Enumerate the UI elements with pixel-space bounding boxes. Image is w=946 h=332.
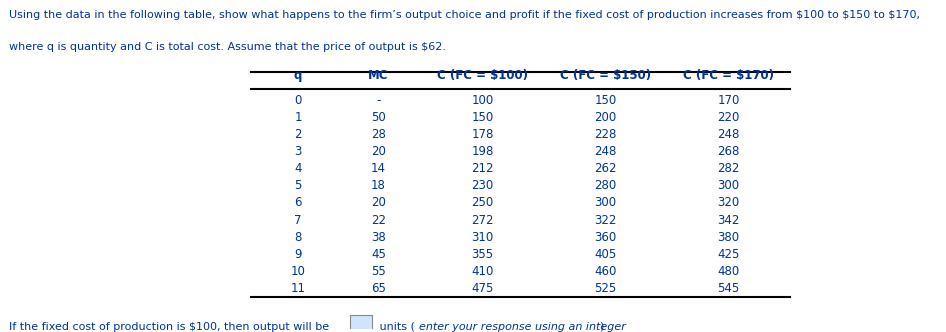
Text: 9: 9 bbox=[294, 248, 302, 261]
Text: 28: 28 bbox=[371, 128, 386, 141]
Text: ): ) bbox=[599, 321, 604, 332]
Text: 228: 228 bbox=[594, 128, 617, 141]
Text: 310: 310 bbox=[471, 231, 494, 244]
Text: 50: 50 bbox=[371, 111, 386, 124]
Text: 380: 380 bbox=[717, 231, 740, 244]
Text: 6: 6 bbox=[294, 197, 302, 209]
Text: 10: 10 bbox=[290, 265, 306, 278]
Text: -: - bbox=[377, 94, 380, 107]
Text: 342: 342 bbox=[717, 213, 740, 226]
Text: where q is quantity and C is total cost. Assume that the price of output is $62.: where q is quantity and C is total cost.… bbox=[9, 42, 447, 51]
Text: 220: 220 bbox=[717, 111, 740, 124]
Text: 248: 248 bbox=[594, 145, 617, 158]
Text: 268: 268 bbox=[717, 145, 740, 158]
Text: 38: 38 bbox=[371, 231, 386, 244]
Text: C (FC = $170): C (FC = $170) bbox=[683, 69, 774, 82]
Text: 5: 5 bbox=[294, 179, 302, 192]
Text: 212: 212 bbox=[471, 162, 494, 175]
Text: 150: 150 bbox=[471, 111, 494, 124]
Text: C (FC = $100): C (FC = $100) bbox=[437, 69, 528, 82]
Text: 3: 3 bbox=[294, 145, 302, 158]
Text: 1: 1 bbox=[294, 111, 302, 124]
Text: 8: 8 bbox=[294, 231, 302, 244]
Text: 22: 22 bbox=[371, 213, 386, 226]
Text: 178: 178 bbox=[471, 128, 494, 141]
Text: MC: MC bbox=[368, 69, 389, 82]
Text: 525: 525 bbox=[594, 282, 617, 295]
Text: 480: 480 bbox=[717, 265, 740, 278]
Text: units (: units ( bbox=[376, 321, 414, 332]
Text: C (FC = $150): C (FC = $150) bbox=[560, 69, 651, 82]
Text: 322: 322 bbox=[594, 213, 617, 226]
Text: 100: 100 bbox=[471, 94, 494, 107]
Text: 20: 20 bbox=[371, 197, 386, 209]
Text: 2: 2 bbox=[294, 128, 302, 141]
Text: 0: 0 bbox=[294, 94, 302, 107]
Text: 262: 262 bbox=[594, 162, 617, 175]
Text: 7: 7 bbox=[294, 213, 302, 226]
Text: 14: 14 bbox=[371, 162, 386, 175]
Text: 355: 355 bbox=[471, 248, 494, 261]
Text: 282: 282 bbox=[717, 162, 740, 175]
Text: 272: 272 bbox=[471, 213, 494, 226]
Text: 300: 300 bbox=[594, 197, 617, 209]
Text: 475: 475 bbox=[471, 282, 494, 295]
Text: 405: 405 bbox=[594, 248, 617, 261]
Text: 18: 18 bbox=[371, 179, 386, 192]
Text: 425: 425 bbox=[717, 248, 740, 261]
Text: 360: 360 bbox=[594, 231, 617, 244]
FancyBboxPatch shape bbox=[350, 315, 372, 332]
Text: If the fixed cost of production is $100, then output will be: If the fixed cost of production is $100,… bbox=[9, 321, 329, 332]
Text: 20: 20 bbox=[371, 145, 386, 158]
Text: 198: 198 bbox=[471, 145, 494, 158]
Text: Using the data in the following table, show what happens to the firm’s output ch: Using the data in the following table, s… bbox=[9, 10, 920, 20]
Text: 170: 170 bbox=[717, 94, 740, 107]
Text: 300: 300 bbox=[717, 179, 740, 192]
Text: enter your response using an integer: enter your response using an integer bbox=[419, 321, 625, 332]
Text: 410: 410 bbox=[471, 265, 494, 278]
Text: 230: 230 bbox=[471, 179, 494, 192]
Text: q: q bbox=[294, 69, 302, 82]
Text: 545: 545 bbox=[717, 282, 740, 295]
Text: 55: 55 bbox=[371, 265, 386, 278]
Text: 150: 150 bbox=[594, 94, 617, 107]
Text: 65: 65 bbox=[371, 282, 386, 295]
Text: 320: 320 bbox=[717, 197, 740, 209]
Text: 248: 248 bbox=[717, 128, 740, 141]
Text: 11: 11 bbox=[290, 282, 306, 295]
Text: 250: 250 bbox=[471, 197, 494, 209]
Text: 4: 4 bbox=[294, 162, 302, 175]
Text: 280: 280 bbox=[594, 179, 617, 192]
Text: 45: 45 bbox=[371, 248, 386, 261]
Text: 460: 460 bbox=[594, 265, 617, 278]
Text: 200: 200 bbox=[594, 111, 617, 124]
